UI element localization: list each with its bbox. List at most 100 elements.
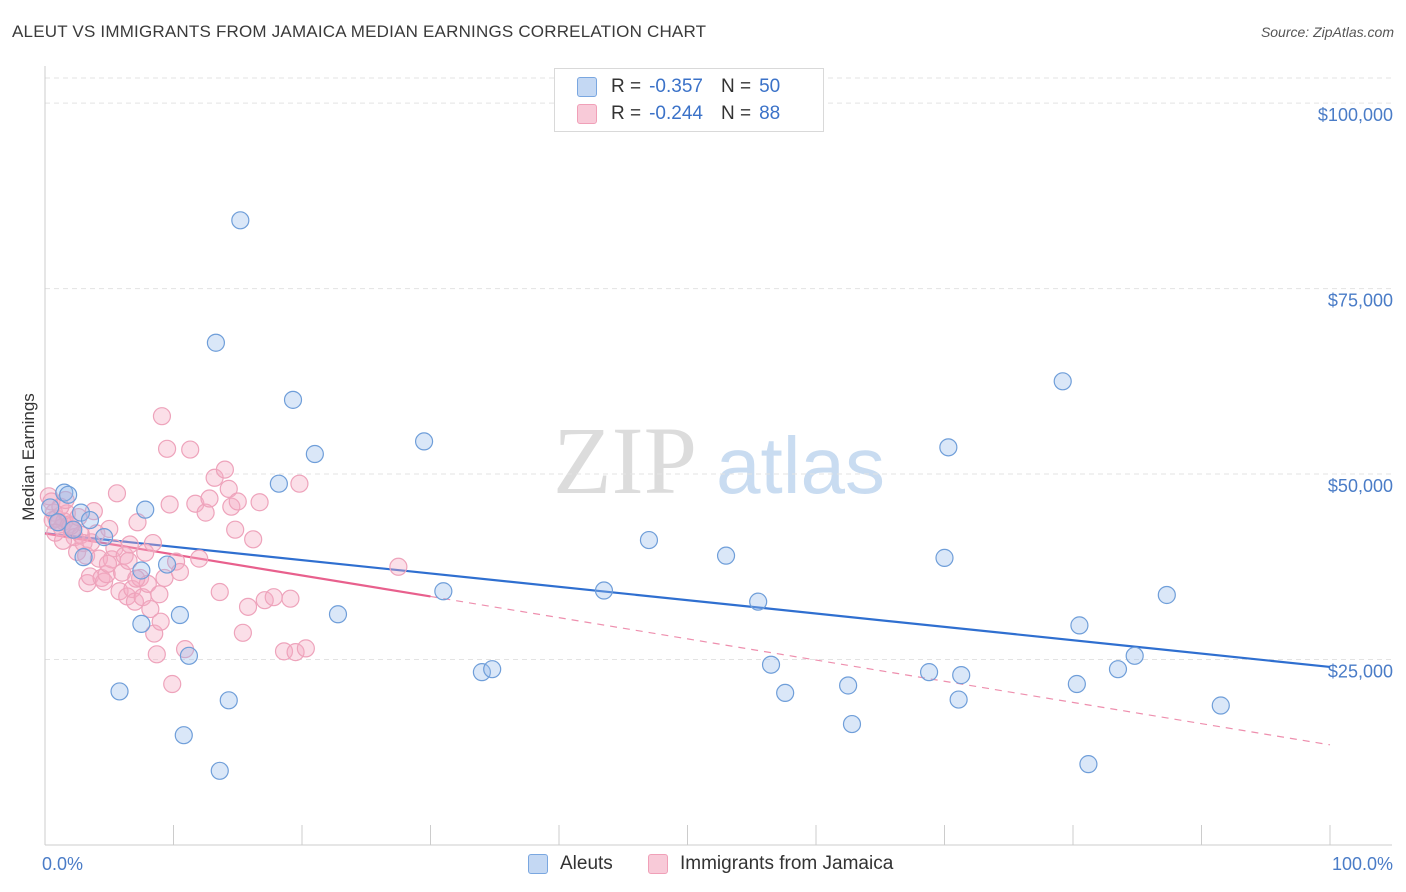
bottom-legend-label-aleuts: Aleuts bbox=[560, 853, 613, 874]
jamaica-point bbox=[150, 585, 169, 604]
jamaica-point bbox=[160, 495, 179, 514]
aleuts-point bbox=[59, 485, 78, 504]
jamaica-point bbox=[107, 484, 127, 503]
jamaica-point bbox=[42, 492, 61, 511]
aleuts-point bbox=[136, 500, 155, 519]
jamaica-point bbox=[163, 674, 182, 694]
aleuts-point bbox=[283, 390, 303, 409]
jamaica-point bbox=[286, 643, 305, 662]
jamaica-point bbox=[181, 440, 200, 459]
x-tick-label: 100.0% bbox=[1332, 854, 1393, 874]
jamaica-point bbox=[210, 582, 229, 602]
aleuts-point bbox=[74, 548, 93, 567]
aleuts-point bbox=[132, 614, 151, 634]
series-aleuts-points bbox=[41, 211, 1230, 780]
legend-n-value: 50 bbox=[759, 76, 781, 97]
aleuts-point bbox=[48, 513, 67, 532]
aleuts-point bbox=[170, 605, 190, 625]
aleuts-point bbox=[95, 528, 114, 547]
aleuts-point bbox=[80, 510, 100, 530]
aleuts-point bbox=[132, 561, 151, 580]
aleuts-point bbox=[206, 333, 226, 352]
jamaica-point bbox=[119, 551, 138, 570]
aleuts-point bbox=[179, 646, 199, 665]
legend-n-label: N = bbox=[720, 103, 752, 124]
y-tick-label: $25,000 bbox=[1328, 662, 1393, 682]
watermark-zip: ZIP bbox=[553, 407, 697, 514]
jamaica-point bbox=[196, 503, 215, 522]
aleuts-point bbox=[919, 663, 939, 682]
jamaica-point bbox=[147, 645, 166, 664]
jamaica-point bbox=[151, 612, 170, 631]
aleuts-point bbox=[328, 605, 348, 624]
aleuts-point bbox=[110, 682, 129, 701]
y-tick-label: $100,000 bbox=[1318, 105, 1393, 125]
legend-swatch-jamaica bbox=[577, 104, 597, 124]
aleuts-point bbox=[1125, 646, 1144, 665]
jamaica-point bbox=[296, 639, 315, 658]
aleuts-point bbox=[1079, 755, 1098, 774]
aleuts-point bbox=[1070, 616, 1089, 635]
jamaica-point bbox=[120, 535, 139, 554]
aleuts-point bbox=[219, 691, 238, 710]
aleuts-point bbox=[1067, 674, 1086, 694]
axes: $25,000 $50,000 $75,000 $100,000 0.0% 100.0% bbox=[42, 66, 1393, 874]
aleuts-point bbox=[174, 726, 193, 745]
jamaica-point bbox=[141, 599, 160, 619]
aleuts-point bbox=[210, 761, 229, 780]
legend-r-value: -0.244 bbox=[649, 103, 703, 124]
series-jamaica-points bbox=[39, 407, 408, 694]
aleuts-point bbox=[594, 581, 614, 600]
jamaica-point bbox=[233, 623, 252, 642]
aleuts-point bbox=[776, 683, 795, 703]
correlation-legend: R = -0.357 N = 50 R = -0.244 N = 88 bbox=[554, 68, 824, 132]
legend-n-label: N = bbox=[720, 76, 752, 97]
jamaica-point bbox=[200, 489, 219, 508]
legend-n-value: 88 bbox=[759, 103, 781, 124]
aleuts-point bbox=[639, 530, 659, 550]
jamaica-point bbox=[136, 543, 155, 562]
aleuts-point bbox=[483, 660, 502, 679]
y-tick-label: $50,000 bbox=[1328, 476, 1393, 496]
legend-r-value: -0.357 bbox=[649, 76, 703, 97]
bottom-legend-label-jamaica: Immigrants from Jamaica bbox=[680, 853, 894, 874]
jamaica-point bbox=[228, 492, 247, 511]
chart-title: ALEUT VS IMMIGRANTS FROM JAMAICA MEDIAN … bbox=[12, 22, 707, 41]
y-axis-label: Median Earnings bbox=[19, 393, 38, 521]
bottom-legend-jamaica: Immigrants from Jamaica bbox=[648, 852, 893, 876]
legend-row-aleuts: R = -0.357 N = 50 bbox=[577, 75, 780, 99]
jamaica-point bbox=[98, 554, 118, 573]
x-tick-label: 0.0% bbox=[42, 854, 83, 874]
legend-row-jamaica: R = -0.244 N = 88 bbox=[577, 102, 780, 126]
aleuts-point bbox=[749, 592, 768, 611]
aleuts-point bbox=[1108, 660, 1128, 679]
legend-r-label: R = bbox=[611, 76, 642, 97]
jamaica-point bbox=[389, 557, 408, 576]
aleuts-point bbox=[1211, 696, 1230, 715]
aleuts-point bbox=[434, 582, 453, 601]
legend-r-label: R = bbox=[611, 103, 642, 124]
aleuts-point bbox=[949, 690, 968, 709]
jamaica-point bbox=[290, 474, 309, 493]
jamaica-point bbox=[226, 520, 245, 539]
jamaica-point bbox=[238, 597, 258, 616]
aleuts-point bbox=[842, 714, 862, 734]
jamaica-point bbox=[215, 460, 234, 479]
jamaica-point bbox=[157, 439, 177, 458]
aleuts-point bbox=[269, 474, 288, 493]
aleuts-point bbox=[157, 555, 177, 574]
jamaica-point bbox=[281, 589, 300, 608]
jamaica-point bbox=[190, 549, 209, 568]
aleuts-point bbox=[414, 432, 434, 451]
aleuts-point bbox=[952, 666, 971, 685]
aleuts-point bbox=[1157, 585, 1176, 605]
jamaica-point bbox=[244, 530, 263, 549]
source-label: Source: ZipAtlas.com bbox=[1260, 24, 1394, 40]
aleuts-point bbox=[716, 546, 736, 565]
jamaica-point bbox=[250, 493, 269, 512]
bottom-legend-aleuts: Aleuts bbox=[528, 852, 613, 876]
aleuts-trend-line bbox=[44, 532, 1331, 669]
aleuts-point bbox=[472, 663, 491, 682]
aleuts-point bbox=[761, 655, 781, 674]
